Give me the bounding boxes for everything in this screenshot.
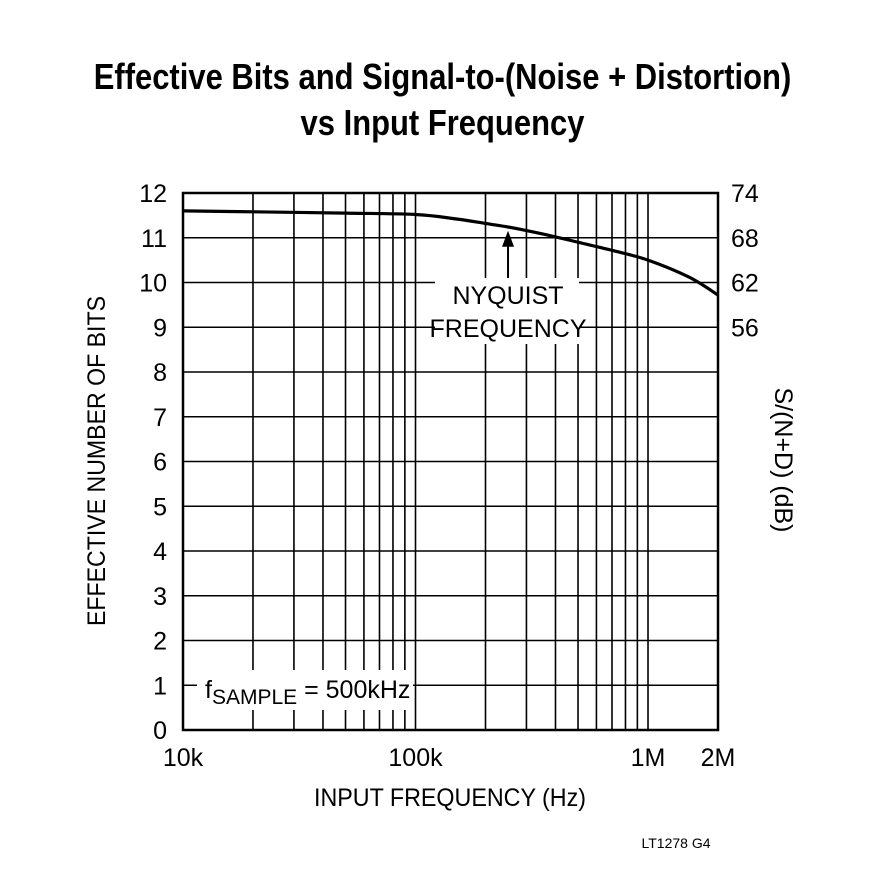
- chart-title-line-2: vs Input Frequency: [300, 102, 585, 143]
- y2-axis-label: S/(N+D) (dB): [769, 388, 797, 533]
- fsample-subscript: SAMPLE: [212, 686, 297, 709]
- nyquist-annotation-line: NYQUIST: [452, 282, 563, 310]
- nyquist-arrow-head: [502, 230, 515, 247]
- y-tick-label: 6: [153, 449, 167, 477]
- nyquist-annotation-line: FREQUENCY: [430, 315, 587, 343]
- plot-frame: [181, 191, 720, 732]
- series-line: [182, 209, 719, 297]
- chart-title-line-1: Effective Bits and Signal-to-(Noise + Di…: [93, 56, 792, 97]
- y-tick-label: 5: [153, 493, 167, 521]
- x-tick-label: 10k: [163, 744, 204, 772]
- y2-tick-label: 68: [731, 225, 759, 253]
- y-tick-label: 12: [139, 180, 167, 208]
- x-tick-label: 2M: [701, 744, 736, 772]
- x-axis-label: INPUT FREQUENCY (Hz): [314, 784, 586, 812]
- nyquist-label-background: [435, 278, 579, 344]
- fsample-prefix: f: [205, 676, 212, 704]
- y2-tick-label: 62: [731, 270, 759, 298]
- y-axis-label: EFFECTIVE NUMBER OF BITS: [83, 296, 111, 626]
- x-tick-label: 100k: [388, 744, 443, 772]
- fsample-annotation: fSAMPLE = 500kHz: [205, 676, 410, 709]
- y-tick-label: 1: [153, 672, 167, 700]
- y-tick-label: 4: [153, 538, 167, 566]
- y-tick-label: 9: [153, 314, 167, 342]
- y-tick-label: 8: [153, 359, 167, 387]
- y-tick-label: 3: [153, 583, 167, 611]
- y-tick-label: 0: [153, 717, 167, 745]
- y2-tick-label: 74: [731, 180, 759, 208]
- x-tick-label: 1M: [631, 744, 666, 772]
- fsample-label-background: [197, 670, 413, 710]
- figure-id: LT1278 G4: [641, 835, 710, 851]
- y2-tick-label: 56: [731, 314, 759, 342]
- fsample-value: = 500kHz: [297, 676, 410, 704]
- y-tick-label: 11: [141, 225, 167, 253]
- y-tick-label: 10: [139, 270, 167, 298]
- y-tick-label: 7: [153, 404, 167, 432]
- y-tick-label: 2: [153, 628, 167, 656]
